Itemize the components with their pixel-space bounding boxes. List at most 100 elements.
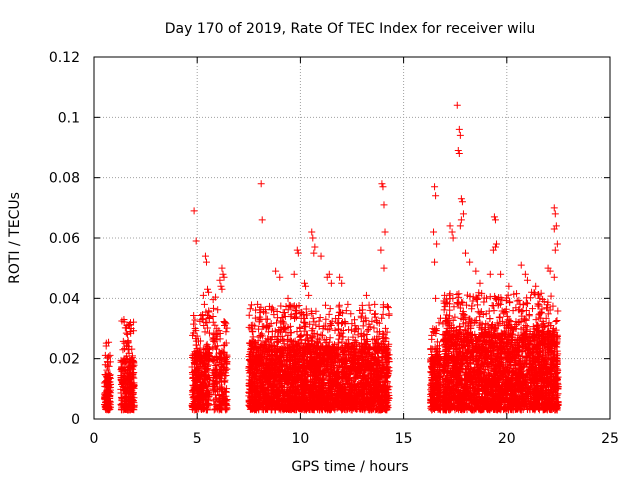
data-point — [326, 334, 334, 342]
data-point — [273, 307, 281, 315]
data-point — [354, 331, 362, 339]
data-point — [223, 365, 231, 373]
data-point — [210, 357, 218, 365]
data-point — [103, 374, 111, 382]
data-point — [342, 307, 350, 315]
data-points — [100, 101, 562, 414]
data-point — [319, 331, 327, 339]
data-point — [202, 365, 210, 373]
data-point — [220, 348, 228, 356]
data-point — [193, 394, 201, 402]
data-point — [119, 346, 127, 354]
data-point — [222, 320, 230, 328]
data-point — [100, 379, 108, 387]
data-point — [209, 304, 217, 312]
data-point — [103, 366, 111, 374]
data-point — [335, 303, 343, 311]
data-point — [209, 356, 217, 364]
data-point — [104, 386, 112, 394]
data-point — [209, 296, 217, 304]
data-point — [190, 320, 198, 328]
data-point — [347, 310, 355, 318]
data-point — [101, 378, 109, 386]
data-point — [195, 369, 203, 377]
data-point — [206, 349, 214, 357]
data-point — [203, 406, 211, 414]
data-point — [373, 318, 381, 326]
data-point — [223, 359, 231, 367]
data-point — [210, 386, 218, 394]
data-point — [322, 301, 330, 309]
data-point — [102, 391, 110, 399]
data-point — [263, 321, 271, 329]
data-point — [220, 363, 228, 371]
data-point — [106, 395, 114, 403]
data-point — [335, 335, 343, 343]
data-point — [270, 311, 278, 319]
data-point — [119, 356, 127, 364]
data-point — [222, 400, 230, 408]
data-point — [381, 324, 389, 332]
data-point — [287, 311, 295, 319]
data-point — [316, 313, 324, 321]
data-point — [306, 320, 314, 328]
data-point — [221, 341, 229, 349]
data-point — [200, 322, 208, 330]
data-point — [277, 302, 285, 310]
data-point — [331, 326, 339, 334]
data-point — [325, 310, 333, 318]
data-point — [205, 392, 213, 400]
data-point — [209, 318, 217, 326]
data-point — [223, 358, 231, 366]
data-point — [196, 374, 204, 382]
data-point — [254, 300, 262, 308]
data-point — [210, 329, 218, 337]
data-point — [212, 361, 220, 369]
data-point — [281, 312, 289, 320]
data-point — [204, 324, 212, 332]
data-point — [117, 372, 125, 380]
data-point — [191, 359, 199, 367]
data-point — [211, 343, 219, 351]
data-point — [205, 314, 213, 322]
data-point — [198, 356, 206, 364]
data-point — [204, 343, 212, 351]
data-point — [200, 360, 208, 368]
data-point — [308, 310, 316, 318]
data-point — [216, 330, 224, 338]
data-point — [322, 315, 330, 323]
data-point — [128, 354, 136, 362]
data-point — [105, 353, 113, 361]
data-point — [262, 315, 270, 323]
data-point — [190, 385, 198, 393]
data-point — [379, 310, 387, 318]
data-point — [370, 324, 378, 332]
data-point — [217, 374, 225, 382]
data-point — [191, 368, 199, 376]
data-point — [130, 318, 138, 326]
data-point — [293, 328, 301, 336]
data-point — [188, 403, 196, 411]
data-point — [101, 351, 109, 359]
data-point — [223, 385, 231, 393]
data-point — [103, 401, 111, 409]
data-point — [118, 378, 126, 386]
data-point — [122, 397, 130, 405]
data-point — [216, 404, 224, 412]
data-point — [193, 351, 201, 359]
data-point — [190, 329, 198, 337]
data-point — [427, 345, 435, 353]
data-point — [200, 383, 208, 391]
data-point — [196, 317, 204, 325]
data-point — [126, 393, 134, 401]
data-point — [216, 395, 224, 403]
data-point — [103, 383, 111, 391]
data-point — [312, 321, 320, 329]
data-point — [126, 358, 134, 366]
data-point — [125, 359, 133, 367]
data-point — [120, 404, 128, 412]
data-point — [274, 314, 282, 322]
data-point — [218, 369, 226, 377]
data-point — [326, 305, 334, 313]
